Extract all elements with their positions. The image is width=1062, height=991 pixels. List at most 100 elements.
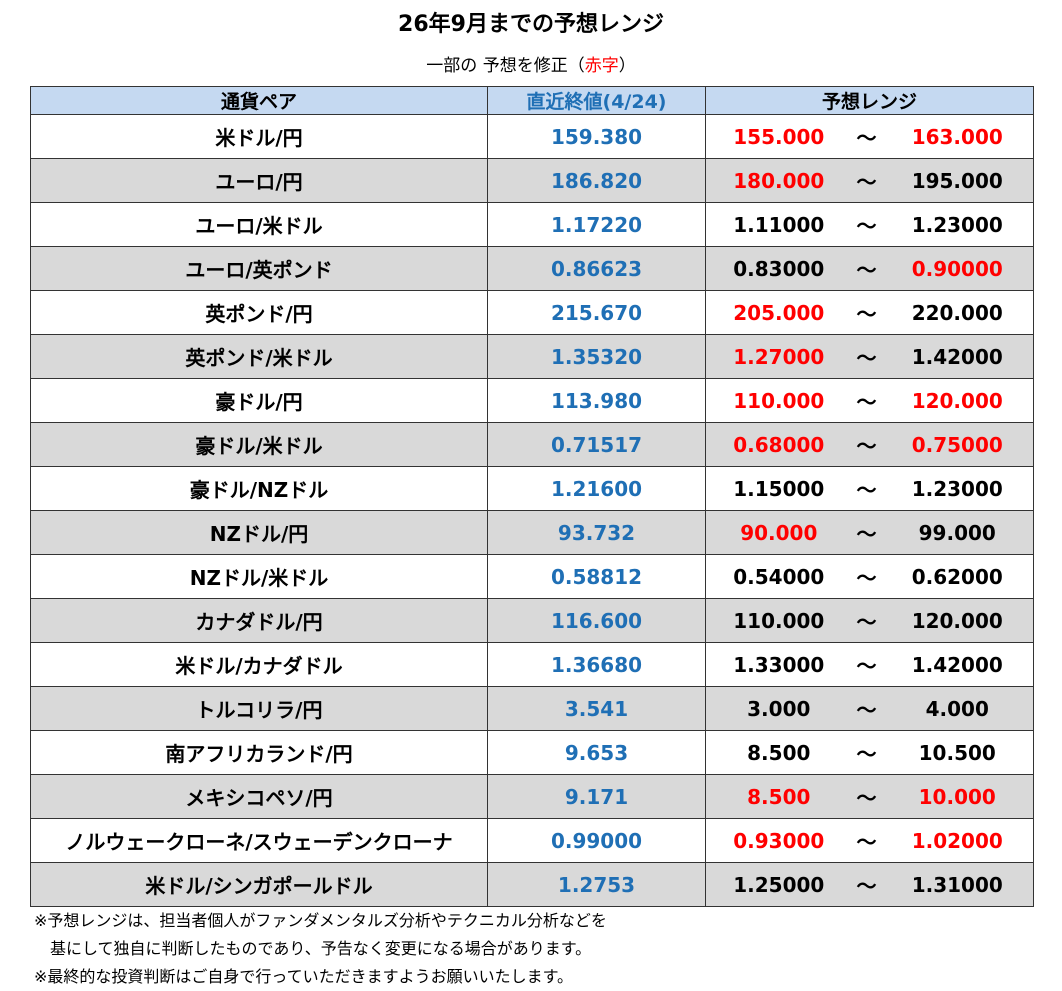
range-low: 1.27000 [733,344,825,369]
range-high: 1.31000 [911,872,1003,897]
range-separator: ～ [856,214,877,238]
table-row: NZドル/円 93.732 90.000 ～ 99.000 [30,510,1034,555]
last-cell: 1.17220 [487,202,706,247]
range-low: 0.83000 [733,256,825,281]
range: 0.54000 ～ 0.62000 [707,562,1033,591]
pair-cell: カナダドル/円 [30,598,488,643]
range-separator: ～ [856,698,877,722]
range-high: 10.500 [918,740,996,765]
range-cell: 0.54000 ～ 0.62000 [705,554,1034,599]
pair-cell: ユーロ/英ポンド [30,246,488,291]
range-high: 10.000 [918,784,996,809]
last-cell: 116.600 [487,598,706,643]
range-low: 3.000 [747,696,811,721]
range-cell: 0.83000 ～ 0.90000 [705,246,1034,291]
pair-cell: NZドル/円 [30,510,488,555]
range-separator: ～ [856,610,877,634]
table-row: 米ドル/円 159.380 155.000 ～ 163.000 [30,114,1034,159]
subtitle: 一部の 予想を修正（赤字） [0,51,1062,76]
range-low: 110.000 [733,608,825,633]
subtitle-highlight: 赤字 [584,56,619,76]
range-low: 180.000 [733,168,825,193]
range: 8.500 ～ 10.500 [707,738,1033,767]
table-row: ユーロ/英ポンド 0.86623 0.83000 ～ 0.90000 [30,246,1034,291]
pair-cell: 米ドル/カナダドル [30,642,488,687]
range-separator: ～ [856,874,877,898]
last-cell: 9.653 [487,730,706,775]
pair-cell: 英ポンド/米ドル [30,334,488,379]
range-high: 99.000 [918,520,996,545]
pair-cell: ノルウェークローネ/スウェーデンクローナ [30,818,488,863]
range-cell: 180.000 ～ 195.000 [705,158,1034,203]
range: 110.000 ～ 120.000 [707,386,1033,415]
range-table: 通貨ペア 直近終値(4/24) 予想レンジ 米ドル/円 159.380 155.000 ～… [30,86,1034,907]
range-low: 110.000 [733,388,825,413]
pair-cell: ユーロ/米ドル [30,202,488,247]
range: 8.500 ～ 10.000 [707,782,1033,811]
last-cell: 0.58812 [487,554,706,599]
range-low: 8.500 [747,740,811,765]
range: 110.000 ～ 120.000 [707,606,1033,635]
range-high: 0.90000 [911,256,1003,281]
range-low: 0.54000 [733,564,825,589]
range-low: 1.33000 [733,652,825,677]
last-cell: 1.36680 [487,642,706,687]
last-cell: 113.980 [487,378,706,423]
range-separator: ～ [856,742,877,766]
range-separator: ～ [856,346,877,370]
range-separator: ～ [856,302,877,326]
pair-cell: メキシコペソ/円 [30,774,488,819]
table-row: 米ドル/シンガポールドル 1.2753 1.25000 ～ 1.31000 [30,862,1034,907]
range-separator: ～ [856,258,877,282]
table-row: 米ドル/カナダドル 1.36680 1.33000 ～ 1.42000 [30,642,1034,687]
range-cell: 0.93000 ～ 1.02000 [705,818,1034,863]
last-cell: 93.732 [487,510,706,555]
range-high: 1.42000 [911,652,1003,677]
column-header: 通貨ペア [30,86,488,115]
range-separator: ～ [856,434,877,458]
last-cell: 9.171 [487,774,706,819]
range-high: 120.000 [911,608,1003,633]
range-high: 195.000 [911,168,1003,193]
range: 1.15000 ～ 1.23000 [707,474,1033,503]
subtitle-text: 一部の 予想を修正（ [426,56,585,76]
range-high: 120.000 [911,388,1003,413]
table-row: 豪ドル/円 113.980 110.000 ～ 120.000 [30,378,1034,423]
range-high: 1.02000 [911,828,1003,853]
pair-cell: ユーロ/円 [30,158,488,203]
footnotes: ※予想レンジは、担当者個人がファンダメンタルズ分析やテクニカル分析などを 基にして… [34,907,607,991]
range-cell: 1.33000 ～ 1.42000 [705,642,1034,687]
range: 3.000 ～ 4.000 [707,694,1033,723]
footnote: ※最終的な投資判断はご自身で行っていただきますようお願いいたします。 [34,967,574,986]
range-separator: ～ [856,126,877,150]
range: 180.000 ～ 195.000 [707,166,1033,195]
last-cell: 1.2753 [487,862,706,907]
range-high: 1.23000 [911,476,1003,501]
range: 1.33000 ～ 1.42000 [707,650,1033,679]
last-cell: 159.380 [487,114,706,159]
pair-cell: トルコリラ/円 [30,686,488,731]
range-low: 8.500 [747,784,811,809]
pair-cell: 豪ドル/NZドル [30,466,488,511]
range-separator: ～ [856,566,877,590]
range-cell: 3.000 ～ 4.000 [705,686,1034,731]
range-cell: 90.000 ～ 99.000 [705,510,1034,555]
last-cell: 215.670 [487,290,706,335]
range-cell: 110.000 ～ 120.000 [705,598,1034,643]
pair-cell: NZドル/米ドル [30,554,488,599]
footnote: ※予想レンジは、担当者個人がファンダメンタルズ分析やテクニカル分析などを [34,911,607,930]
column-header: 予想レンジ [705,86,1034,115]
range-low: 1.11000 [733,212,825,237]
last-cell: 186.820 [487,158,706,203]
range-cell: 1.25000 ～ 1.31000 [705,862,1034,907]
pair-cell: 豪ドル/円 [30,378,488,423]
range: 155.000 ～ 163.000 [707,122,1033,151]
range: 1.11000 ～ 1.23000 [707,210,1033,239]
range: 1.27000 ～ 1.42000 [707,342,1033,371]
table-row: メキシコペソ/円 9.171 8.500 ～ 10.000 [30,774,1034,819]
range-separator: ～ [856,830,877,854]
range: 0.83000 ～ 0.90000 [707,254,1033,283]
range-low: 90.000 [740,520,818,545]
range-high: 220.000 [911,300,1003,325]
pair-cell: 英ポンド/円 [30,290,488,335]
